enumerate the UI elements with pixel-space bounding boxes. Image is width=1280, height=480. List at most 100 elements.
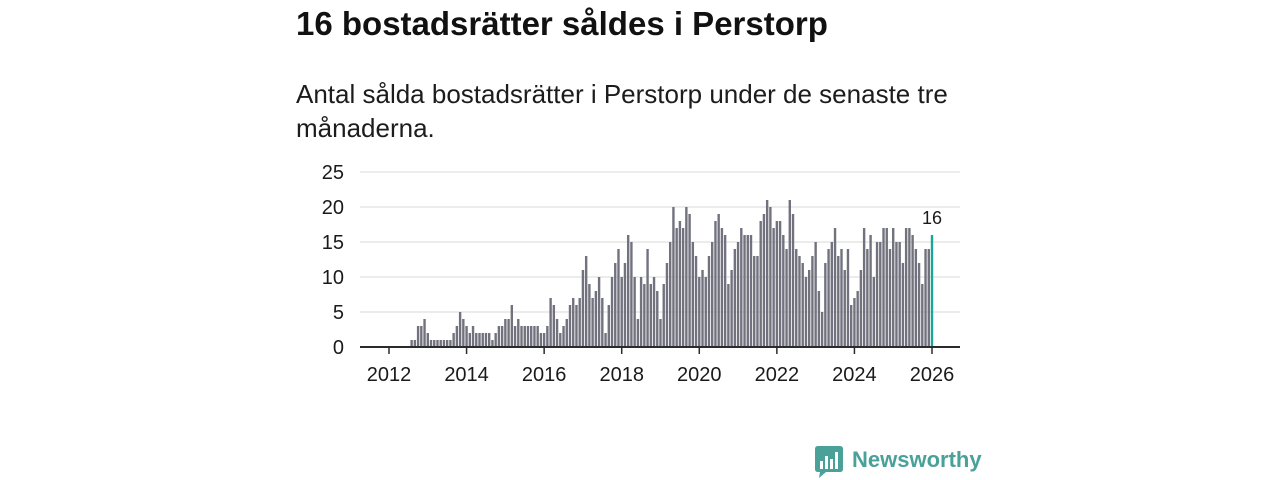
bar	[649, 284, 652, 347]
bar	[895, 242, 898, 347]
x-tick-label: 2018	[599, 364, 644, 386]
bar	[633, 277, 636, 347]
bar	[656, 291, 659, 347]
bar	[827, 249, 830, 347]
bar	[468, 333, 471, 347]
bar	[533, 326, 536, 347]
bar	[575, 305, 578, 347]
bar	[581, 270, 585, 347]
bar	[756, 256, 759, 347]
bar	[791, 214, 795, 347]
bar	[801, 263, 804, 347]
y-tick-label: 10	[322, 267, 344, 289]
bar	[698, 277, 701, 347]
bar	[646, 249, 649, 347]
bar	[478, 333, 481, 347]
bar	[681, 228, 685, 347]
newsworthy-logo-text: Newsworthy	[852, 447, 982, 472]
bar	[436, 340, 439, 347]
bar	[500, 326, 504, 347]
bar	[746, 235, 749, 347]
bar	[846, 249, 850, 347]
bar	[652, 277, 656, 347]
bar	[439, 340, 442, 347]
bar	[588, 284, 591, 347]
bar	[475, 333, 478, 347]
bar	[614, 263, 617, 347]
bar	[720, 228, 724, 347]
bar	[807, 270, 811, 347]
bar	[507, 319, 510, 347]
bar	[688, 214, 691, 347]
bar	[481, 333, 484, 347]
bar	[620, 277, 623, 347]
bar	[736, 242, 740, 347]
y-tick-label: 20	[322, 197, 344, 219]
newsworthy-logo: Newsworthy	[815, 446, 982, 479]
bar	[678, 221, 682, 347]
bar	[775, 221, 779, 347]
bar	[917, 263, 921, 347]
bar	[445, 340, 449, 347]
bar	[488, 333, 491, 347]
bar	[862, 228, 866, 347]
bar	[546, 326, 549, 347]
x-tick-label: 2014	[444, 364, 489, 386]
bar	[778, 221, 782, 347]
bar	[927, 249, 930, 347]
y-tick-label: 15	[322, 232, 344, 254]
bar	[562, 326, 565, 347]
x-axis-tick-labels: 2012 2014 2016 2018 2020 2022 2024 2026	[367, 364, 955, 386]
bar	[795, 249, 798, 347]
bar	[869, 235, 872, 347]
bar	[552, 305, 556, 347]
x-axis-ticks	[388, 347, 933, 354]
bar	[442, 340, 446, 347]
bar	[911, 235, 914, 347]
bar	[704, 277, 707, 347]
bar	[811, 256, 814, 347]
bar	[840, 249, 843, 347]
bars	[410, 200, 934, 347]
bar	[733, 249, 737, 347]
bar	[565, 319, 568, 347]
bar	[504, 319, 507, 347]
bar	[727, 284, 730, 347]
bar	[924, 249, 927, 347]
bar	[904, 228, 908, 347]
bar	[814, 242, 817, 347]
x-tick-label: 2022	[755, 364, 800, 386]
bar	[526, 326, 530, 347]
bar	[549, 298, 552, 347]
bar	[520, 326, 523, 347]
bar	[837, 256, 840, 347]
bar	[898, 242, 901, 347]
bar	[901, 263, 905, 347]
bar	[866, 249, 869, 347]
bar	[523, 326, 526, 347]
bar	[594, 291, 598, 347]
y-axis-tick-labels: 0 5 10 15 20 25	[322, 162, 344, 359]
bar	[843, 270, 846, 347]
bar	[572, 298, 575, 347]
bar	[617, 249, 620, 347]
bar	[785, 249, 788, 347]
bar	[740, 228, 743, 347]
bar	[853, 298, 856, 347]
bar	[416, 326, 420, 347]
bar	[484, 333, 488, 347]
bar	[694, 256, 698, 347]
bar	[759, 221, 762, 347]
highlighted-bar	[930, 235, 934, 347]
bar	[921, 284, 924, 347]
bar	[723, 235, 727, 347]
bar	[879, 242, 882, 347]
bar	[630, 242, 633, 347]
bar	[714, 221, 717, 347]
bar	[494, 333, 497, 347]
bar	[830, 242, 833, 347]
bar	[639, 277, 643, 347]
bar	[636, 319, 640, 347]
bar	[433, 340, 436, 347]
